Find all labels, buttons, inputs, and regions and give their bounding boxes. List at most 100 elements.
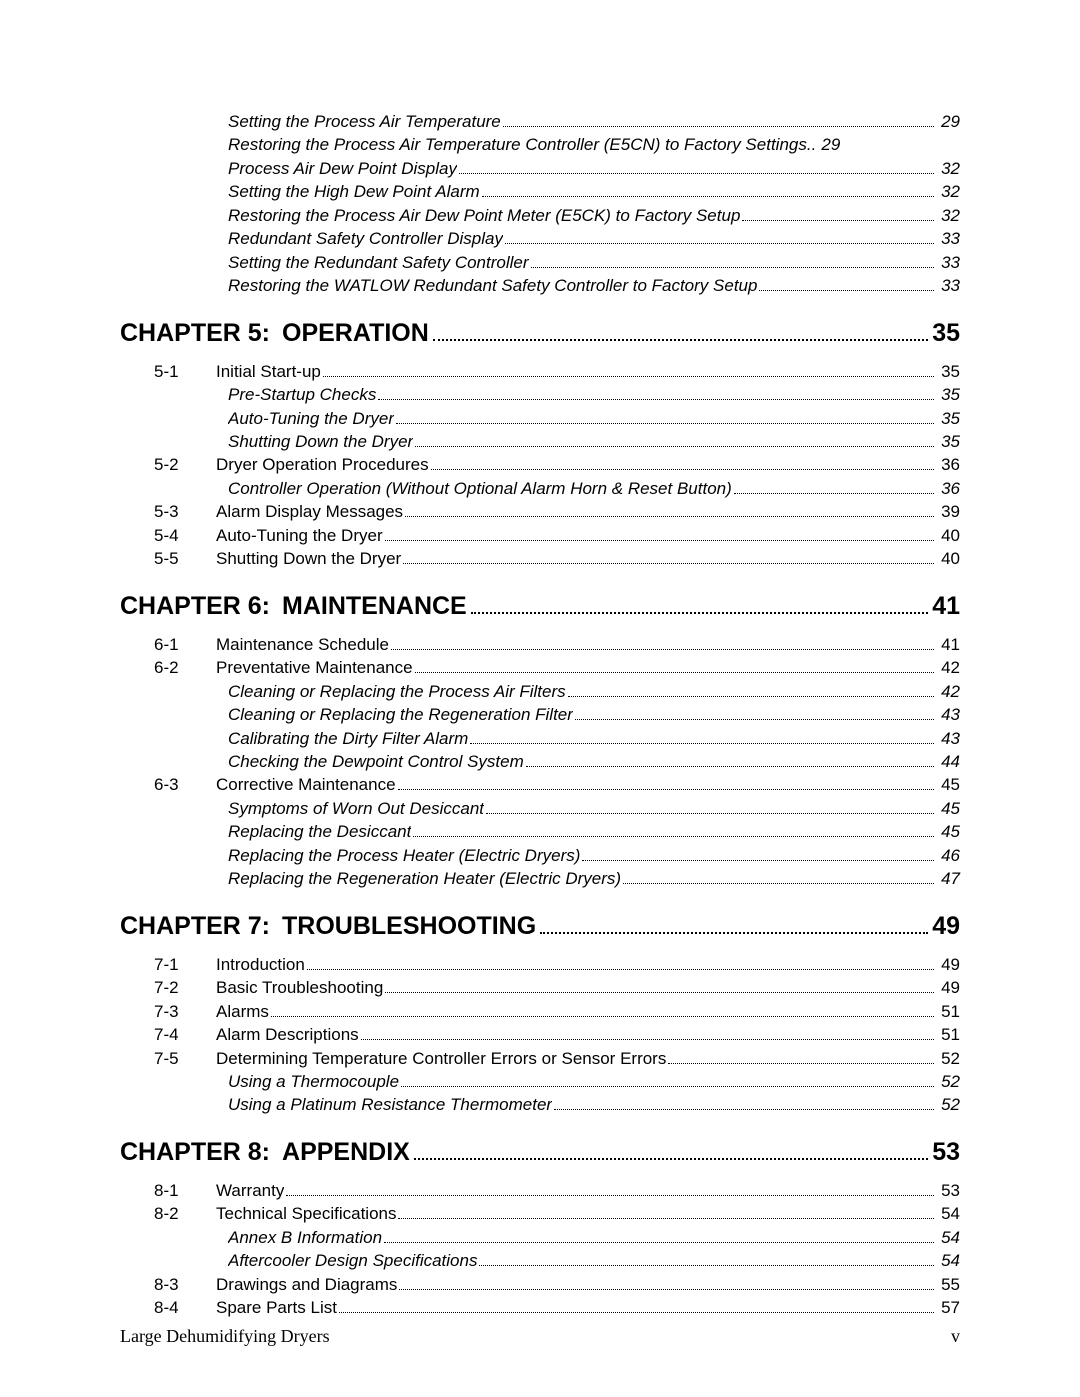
chapters-container: CHAPTER 5:OPERATION355-1Initial Start-up… — [120, 316, 960, 1320]
toc-title: Aftercooler Design Specifications — [228, 1249, 477, 1272]
toc-title: Alarms — [216, 1000, 269, 1023]
toc-title: Setting the Process Air Temperature — [228, 110, 501, 133]
chapter-label: CHAPTER 7: — [120, 912, 270, 941]
chapter-heading: CHAPTER 5:OPERATION35 — [120, 316, 960, 348]
toc-page-number: 46 — [936, 844, 960, 867]
dot-leader — [526, 752, 934, 767]
dot-leader — [385, 526, 934, 541]
chapter-label: CHAPTER 8: — [120, 1138, 270, 1167]
toc-section-line: 5-5Shutting Down the Dryer40 — [120, 547, 960, 570]
toc-section-line: 7-5Determining Temperature Controller Er… — [120, 1047, 960, 1070]
toc-title: Warranty — [216, 1179, 284, 1202]
dot-leader — [385, 978, 934, 993]
chapter-page-number: 53 — [932, 1138, 960, 1167]
dot-leader — [415, 658, 934, 673]
toc-sub-line: Calibrating the Dirty Filter Alarm43 — [120, 727, 960, 750]
section-number: 7-3 — [154, 1000, 216, 1023]
top-sub-list: Setting the Process Air Temperature 29 Res… — [120, 110, 960, 298]
toc-page-number: 54 — [936, 1249, 960, 1272]
toc-sub-line: Restoring the Process Air Dew Point Mete… — [120, 204, 960, 227]
toc-page-number: 52 — [936, 1070, 960, 1093]
toc-title: Shutting Down the Dryer — [228, 430, 413, 453]
toc-title: Setting the Redundant Safety Controller — [228, 251, 529, 274]
chapter-label: CHAPTER 6: — [120, 592, 270, 621]
section-number: 7-2 — [154, 976, 216, 999]
toc-page-number: 40 — [936, 547, 960, 570]
dot-leader — [668, 1048, 934, 1063]
toc-page-number: 35 — [936, 383, 960, 406]
toc-title: Using a Thermocouple — [228, 1070, 399, 1093]
toc-page-number: 33 — [936, 274, 960, 297]
section-number: 6-1 — [154, 633, 216, 656]
toc-page-number: 32 — [936, 180, 960, 203]
toc-title: Alarm Display Messages — [216, 500, 403, 523]
toc-page-number: 53 — [936, 1179, 960, 1202]
toc-section-line: 7-3Alarms51 — [120, 1000, 960, 1023]
dot-leader — [554, 1095, 934, 1110]
toc-sub-line: Checking the Dewpoint Control System44 — [120, 750, 960, 773]
chapter-title: OPERATION — [282, 319, 429, 348]
section-number: 7-4 — [154, 1023, 216, 1046]
dot-leader — [405, 502, 934, 517]
toc-sub-line: Auto-Tuning the Dryer35 — [120, 407, 960, 430]
toc-page-number: 33 — [936, 251, 960, 274]
toc-sub-line: Symptoms of Worn Out Desiccant45 — [120, 797, 960, 820]
dot-leader — [398, 775, 934, 790]
toc-page-number: 43 — [936, 727, 960, 750]
dot-leader — [486, 799, 934, 814]
toc-page-number: 45 — [936, 773, 960, 796]
toc-page-number: 32 — [936, 157, 960, 180]
toc-page-number: 39 — [936, 500, 960, 523]
toc-sub-line: Using a Thermocouple 52 — [120, 1070, 960, 1093]
dot-leader — [482, 182, 934, 197]
section-number: 6-3 — [154, 773, 216, 796]
toc-title: Process Air Dew Point Display — [228, 157, 457, 180]
dot-leader — [384, 1227, 934, 1242]
toc-title: Technical Specifications — [216, 1202, 396, 1225]
section-number: 7-1 — [154, 953, 216, 976]
toc-page-number: 33 — [936, 227, 960, 250]
toc-page: Setting the Process Air Temperature 29 Res… — [120, 110, 960, 1320]
dot-leader — [471, 589, 928, 614]
dot-leader — [396, 408, 934, 423]
toc-section-line: 8-1Warranty 53 — [120, 1179, 960, 1202]
toc-section-line: 8-2Technical Specifications54 — [120, 1202, 960, 1225]
toc-section-line: 5-2Dryer Operation Procedures36 — [120, 453, 960, 476]
toc-page-number: 49 — [936, 953, 960, 976]
toc-title: Replacing the Regeneration Heater (Elect… — [228, 867, 621, 890]
toc-title: Controller Operation (Without Optional A… — [228, 477, 732, 500]
toc-page-number: 52 — [936, 1093, 960, 1116]
page-footer: Large Dehumidifying Dryers v — [120, 1326, 960, 1347]
section-number: 5-3 — [154, 500, 216, 523]
toc-page-number: 29 — [936, 110, 960, 133]
toc-section-line: 8-3Drawings and Diagrams55 — [120, 1273, 960, 1296]
toc-sub-line: Shutting Down the Dryer 35 — [120, 430, 960, 453]
toc-title: Shutting Down the Dryer — [216, 547, 401, 570]
toc-sub-line: Replacing the Desiccant45 — [120, 820, 960, 843]
toc-page-number: 40 — [936, 524, 960, 547]
dot-leader — [401, 1072, 934, 1087]
toc-title: Cleaning or Replacing the Process Air Fi… — [228, 680, 566, 703]
toc-page-number: 43 — [936, 703, 960, 726]
toc-page-number: 42 — [936, 680, 960, 703]
toc-title: Replacing the Process Heater (Electric D… — [228, 844, 580, 867]
dot-leader — [568, 681, 934, 696]
section-number: 8-3 — [154, 1273, 216, 1296]
section-number: 8-2 — [154, 1202, 216, 1225]
section-number: 8-1 — [154, 1179, 216, 1202]
toc-title: Basic Troubleshooting — [216, 976, 383, 999]
dot-leader — [431, 455, 934, 470]
dot-leader — [540, 909, 928, 934]
chapter-heading: CHAPTER 8:APPENDIX53 — [120, 1135, 960, 1167]
dot-leader — [505, 229, 934, 244]
section-number: 7-5 — [154, 1047, 216, 1070]
toc-page-number: 55 — [936, 1273, 960, 1296]
toc-title: Introduction — [216, 953, 305, 976]
toc-title: Dryer Operation Procedures — [216, 453, 429, 476]
chapter-label: CHAPTER 5: — [120, 319, 270, 348]
toc-section-line: 6-2Preventative Maintenance42 — [120, 656, 960, 679]
toc-sub-line: Process Air Dew Point Display 32 — [120, 157, 960, 180]
toc-page-number: 35 — [936, 430, 960, 453]
dot-leader — [433, 316, 928, 341]
dot-leader — [459, 159, 934, 174]
